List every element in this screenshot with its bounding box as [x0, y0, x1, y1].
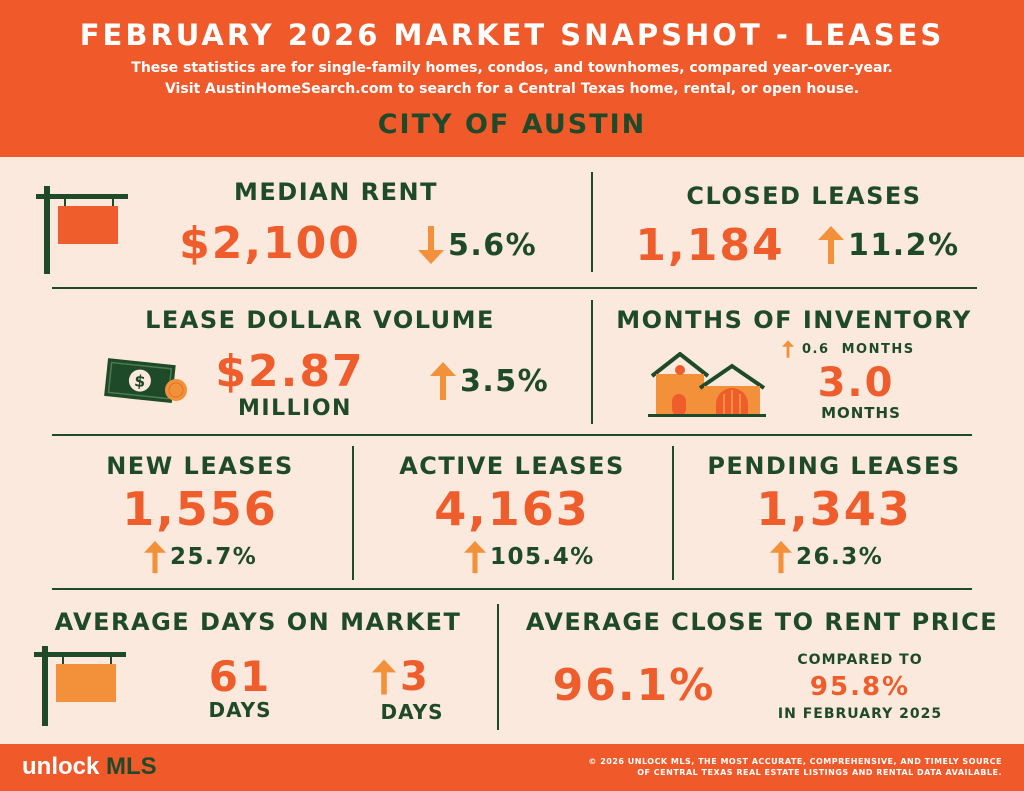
divider-row-1: [52, 287, 977, 289]
average-days-on-market-unit: DAYS: [208, 698, 272, 722]
logo-suffix: MLS: [106, 753, 157, 780]
sign-post-icon: [34, 646, 126, 726]
compared-to-label: COMPARED TO: [797, 652, 923, 668]
logo-prefix: unlock: [22, 753, 100, 780]
divider-row-2: [52, 434, 972, 436]
money-bill-icon: $: [104, 358, 187, 404]
city-name: CITY OF AUSTIN: [377, 109, 647, 140]
footer-legal: © 2026 UNLOCK MLS, THE MOST ACCURATE, CO…: [532, 756, 1002, 778]
legal-line-1: © 2026 UNLOCK MLS, THE MOST ACCURATE, CO…: [588, 757, 1002, 766]
divider-row-3: [52, 588, 972, 590]
average-days-on-market-change-value: 3: [400, 654, 430, 700]
months-of-inventory-change: 0.6 MONTHS: [782, 340, 915, 358]
arrow-up-icon: [770, 540, 792, 574]
closed-leases-change-value: 11.2%: [848, 227, 960, 263]
divider-col-2: [591, 300, 593, 424]
months-of-inventory-label: MONTHS OF INVENTORY: [616, 306, 972, 334]
sign-post-icon: [36, 186, 128, 274]
pending-leases-value: 1,343: [756, 482, 912, 536]
median-rent-change: 5.6%: [418, 226, 537, 264]
divider-col-1: [591, 172, 593, 272]
new-leases-change-value: 25.7%: [170, 544, 258, 570]
compared-value: 95.8%: [809, 672, 911, 702]
active-leases-change: 105.4%: [464, 540, 595, 574]
lease-dollar-volume-unit: MILLION: [238, 396, 352, 421]
lease-dollar-volume-value: $2.87: [215, 346, 365, 397]
pending-leases-label: PENDING LEASES: [707, 452, 961, 480]
closed-leases-value: 1,184: [635, 220, 785, 271]
average-days-on-market-change: 3: [372, 654, 429, 700]
active-leases-change-value: 105.4%: [490, 544, 595, 570]
closed-leases-label: CLOSED LEASES: [686, 182, 922, 210]
arrow-up-icon: [144, 540, 166, 574]
pending-leases-change: 26.3%: [770, 540, 883, 574]
footer-banner: unlock MLS © 2026 UNLOCK MLS, THE MOST A…: [0, 744, 1024, 791]
new-leases-value: 1,556: [122, 482, 278, 536]
new-leases-change: 25.7%: [144, 540, 257, 574]
median-rent-label: MEDIAN RENT: [234, 178, 438, 206]
active-leases-label: ACTIVE LEASES: [399, 452, 625, 480]
unlock-mls-logo: unlock MLS: [22, 753, 157, 781]
arrow-up-icon: [782, 340, 794, 358]
subtitle-line-2: Visit AustinHomeSearch.com to search for…: [164, 81, 860, 97]
divider-col-3: [352, 446, 354, 580]
lease-dollar-volume-change: 3.5%: [430, 362, 549, 400]
subtitle-line-1: These statistics are for single-family h…: [131, 60, 893, 76]
arrow-up-icon: [372, 659, 396, 695]
legal-line-2: OF CENTRAL TEXAS REAL ESTATE LISTINGS AN…: [637, 768, 1002, 777]
arrow-up-icon: [464, 540, 486, 574]
months-of-inventory-unit: MONTHS: [821, 404, 901, 422]
average-days-on-market-change-unit: DAYS: [380, 700, 444, 724]
months-of-inventory-value: 3.0: [817, 360, 895, 406]
arrow-down-icon: [418, 226, 444, 264]
closed-leases-change: 11.2%: [818, 226, 960, 264]
arrow-up-icon: [430, 362, 456, 400]
lease-dollar-volume-label: LEASE DOLLAR VOLUME: [145, 306, 495, 334]
average-days-on-market-value: 61: [208, 652, 272, 701]
new-leases-label: NEW LEASES: [106, 452, 294, 480]
average-close-to-rent-label: AVERAGE CLOSE TO RENT PRICE: [525, 608, 999, 636]
average-days-on-market-label: AVERAGE DAYS ON MARKET: [54, 608, 462, 636]
active-leases-value: 4,163: [434, 482, 590, 536]
compared-period: IN FEBRUARY 2025: [777, 706, 943, 722]
house-icon: [648, 352, 766, 417]
months-of-inventory-change-value: 0.6 MONTHS: [802, 341, 915, 357]
header-banner: FEBRUARY 2026 MARKET SNAPSHOT - LEASES T…: [0, 0, 1024, 157]
svg-text:$: $: [133, 371, 146, 391]
divider-col-4: [672, 446, 674, 580]
lease-dollar-volume-change-value: 3.5%: [460, 363, 550, 399]
average-close-to-rent-value: 96.1%: [552, 660, 716, 711]
page-title: FEBRUARY 2026 MARKET SNAPSHOT - LEASES: [79, 18, 945, 52]
pending-leases-change-value: 26.3%: [796, 544, 884, 570]
median-rent-change-value: 5.6%: [448, 227, 538, 263]
median-rent-value: $2,100: [179, 218, 361, 269]
arrow-up-icon: [818, 226, 844, 264]
divider-col-5: [497, 604, 499, 730]
